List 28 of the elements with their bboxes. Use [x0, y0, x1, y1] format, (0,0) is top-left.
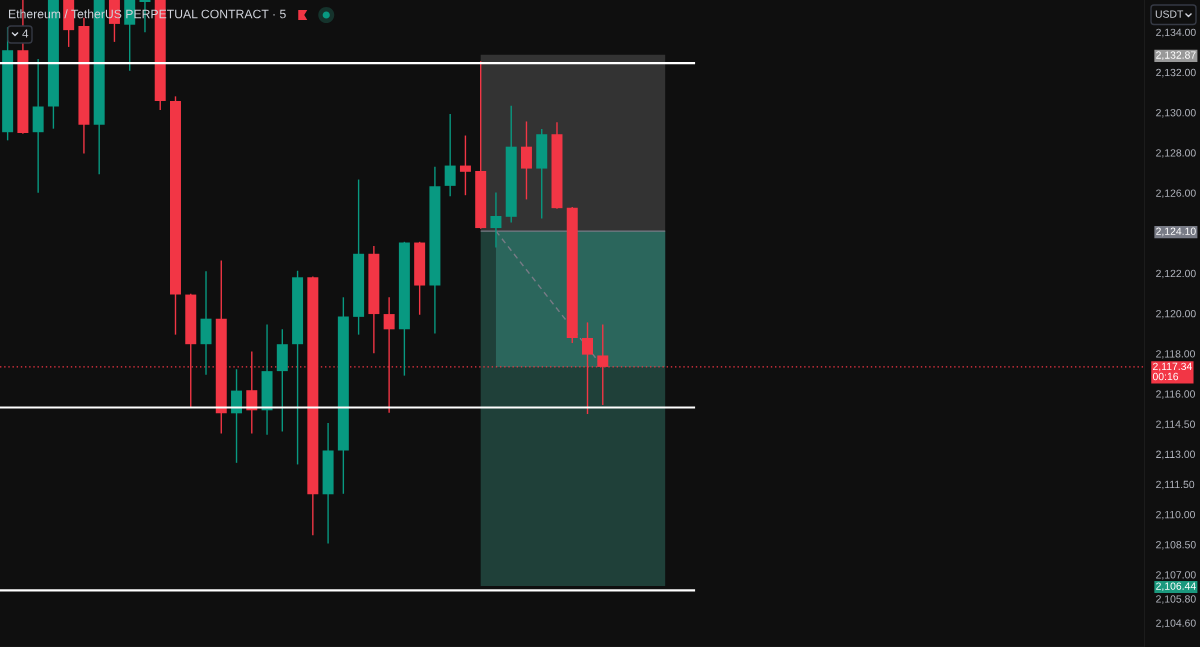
y-tick-label: 2,126.00 — [1156, 189, 1196, 198]
y-tick-label: 2,122.00 — [1156, 269, 1196, 279]
y-tick-label: 2,128.00 — [1156, 149, 1196, 158]
candlestick — [520, 121, 532, 200]
y-tick-label: 2,116.00 — [1156, 390, 1195, 399]
candlestick — [444, 114, 456, 197]
y-tick-label: 2,114.50 — [1156, 420, 1195, 430]
y-tick-label: 2,110.00 — [1156, 510, 1195, 520]
y-tick-label: 2,104.60 — [1156, 619, 1196, 628]
candlestick — [490, 192, 502, 248]
y-tick-label: 2,106.44 — [1156, 582, 1196, 592]
y-tick-label: 2,132.00 — [1156, 68, 1196, 78]
y-tick-label: 2,134.00 — [1156, 28, 1196, 38]
y-tick-label: 2,107.00 — [1156, 571, 1196, 580]
y-tick-label: 2,108.50 — [1156, 541, 1196, 550]
ref-line-label: 2,117.34 00:16 — [1152, 362, 1192, 381]
y-tick-label: 2,113.00 — [1156, 450, 1195, 460]
candlestick — [383, 297, 395, 413]
y-axis-title: USDT — [1155, 10, 1184, 18]
candlestick — [459, 135, 471, 196]
y-tick-label: 2,120.00 — [1156, 309, 1196, 319]
y-tick-label: 2,118.00 — [1156, 350, 1195, 359]
y-tick-label: 2,111.50 — [1156, 480, 1195, 490]
y-tick-label: 2,130.00 — [1156, 109, 1196, 118]
annotation: 4 — [22, 29, 29, 38]
y-tick-label: 2,132.87 — [1156, 51, 1196, 60]
y-tick-label: 2,105.80 — [1156, 595, 1196, 604]
y-tick-label: 2,124.10 — [1156, 227, 1196, 237]
